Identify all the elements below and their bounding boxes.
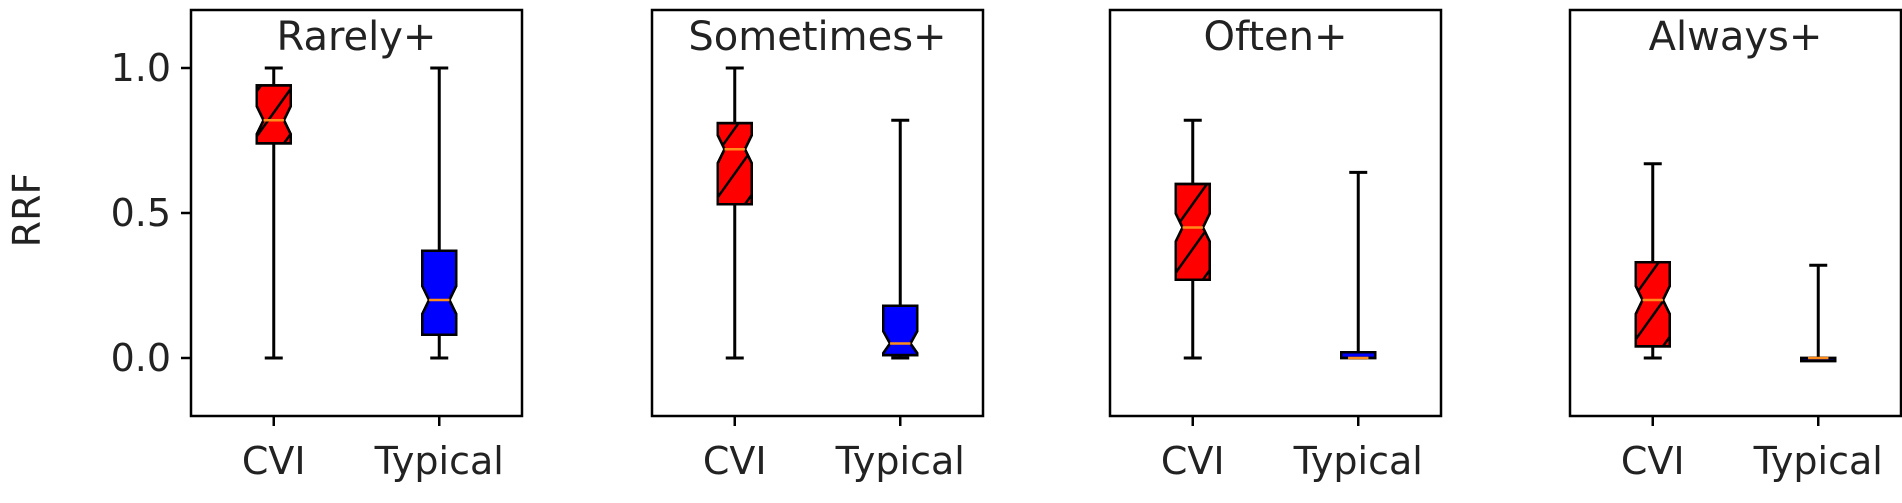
x-tick-label: CVI — [1621, 439, 1685, 483]
panel-title: Sometimes+ — [688, 14, 946, 60]
panel-3: Often+ CVI Typical — [1108, 0, 1443, 483]
panels-group: Rarely+ 0.0 0.5 1.0 CVI Typical Sometimes+ CVI T… — [111, 0, 1902, 483]
x-tick-label: CVI — [703, 439, 767, 483]
panel-title: Often+ — [1203, 14, 1347, 60]
hatch-line — [1175, 262, 1210, 280]
hatch-line — [1171, 0, 1215, 10]
panel-title: Always+ — [1649, 14, 1823, 60]
box-typical: Typical — [835, 118, 965, 483]
box-cvi: CVI — [703, 66, 767, 483]
panel-4: Always+ CVI Typical — [1568, 8, 1902, 483]
box-outline — [882, 304, 919, 357]
hatch-line — [1171, 353, 1215, 415]
hatch-line — [1631, 60, 1675, 122]
hatch-line — [256, 85, 291, 144]
panel-1: Rarely+ 0.0 0.5 1.0 CVI Typical — [111, 0, 524, 483]
x-tick-label: CVI — [242, 439, 306, 483]
x-tick-label: Typical — [835, 439, 965, 483]
box-outline — [255, 84, 292, 145]
box-typical: Typical — [374, 66, 504, 483]
hatch-line — [1631, 375, 1675, 437]
panel-frame — [189, 8, 524, 418]
panel-frame — [1108, 8, 1443, 418]
hatch-line — [252, 0, 296, 8]
box-cvi: CVI — [242, 0, 306, 483]
panel-frame — [1568, 8, 1902, 418]
y-axis-label: RRF — [5, 173, 49, 248]
y-tick-label: 0.5 — [111, 191, 171, 235]
box-cvi: CVI — [1621, 60, 1685, 483]
panel-title: Rarely+ — [277, 14, 437, 60]
hatch-line — [256, 126, 291, 144]
x-tick-label: Typical — [1293, 439, 1423, 483]
box-typical: Typical — [1293, 170, 1423, 483]
panel-2: Sometimes+ CVI Typical — [650, 8, 985, 483]
hatch-line — [717, 186, 752, 205]
box-body — [421, 249, 458, 337]
box-outline — [421, 249, 458, 337]
hatch-line — [1631, 105, 1675, 167]
x-tick-label: Typical — [1753, 439, 1883, 483]
y-tick-label: 0.0 — [111, 336, 171, 380]
box-cvi: CVI — [1161, 0, 1225, 483]
box-typical: Typical — [1753, 263, 1883, 483]
box-outline — [1340, 350, 1377, 360]
box-outline — [1634, 261, 1671, 348]
x-tick-label: Typical — [374, 439, 504, 483]
box-outline — [1174, 182, 1211, 281]
hatch-line — [1635, 329, 1670, 347]
panel-frame — [650, 8, 985, 418]
box-hatch — [252, 0, 296, 144]
box-outline — [716, 121, 753, 206]
hatch-line — [256, 85, 291, 100]
x-tick-label: CVI — [1161, 439, 1225, 483]
y-tick-label: 1.0 — [111, 46, 171, 90]
